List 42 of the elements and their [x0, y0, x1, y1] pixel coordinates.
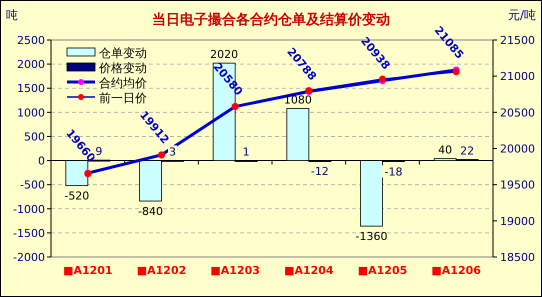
legend-label: 前一日价	[99, 91, 147, 105]
y2-tick-label: 21500	[500, 34, 535, 47]
data-label: -840	[138, 205, 163, 218]
y-tick-label: 1500	[17, 82, 45, 96]
data-label: 22	[460, 144, 474, 158]
data-label: -18	[384, 165, 402, 178]
data-label: -520	[64, 190, 90, 203]
y2-tick-label: 20500	[500, 106, 535, 120]
x-tick-label: ■A1204	[284, 264, 334, 277]
legend-label: 合约均价	[99, 76, 147, 90]
legend-label: 价格变动	[98, 61, 147, 75]
x-tick-label: ■A1205	[358, 264, 408, 277]
data-label: 40	[438, 144, 452, 157]
x-tick-label: ■A1203	[210, 264, 260, 277]
y2-tick-label: 19000	[500, 214, 535, 228]
y2-tick-label: 20000	[500, 142, 535, 156]
x-tick-label: ■A1201	[63, 264, 113, 277]
x-tick-label: ■A1202	[136, 264, 186, 277]
data-label: 3	[169, 145, 176, 158]
data-label: -12	[310, 165, 329, 178]
y-tick-label: 2500	[17, 34, 45, 47]
y2-tick-label: 19500	[500, 178, 535, 192]
y-tick-label: -1500	[13, 226, 45, 240]
y-tick-label: 1000	[17, 106, 45, 120]
data-label: 1080	[284, 93, 312, 106]
y-tick-label: 0	[38, 154, 45, 168]
data-label: -1360	[356, 230, 388, 244]
y-tick-label: 2000	[17, 58, 45, 72]
data-label: 1	[242, 146, 250, 159]
y-axis-title: 吨	[6, 8, 18, 22]
y-tick-label: -1000	[13, 202, 45, 216]
x-tick-label: ■A1206	[431, 264, 482, 277]
data-label: 9	[95, 145, 102, 158]
y2-tick-label: 18500	[500, 251, 535, 264]
y2-axis-title: 元/吨	[508, 8, 536, 22]
legend-label: 仓单变动	[99, 46, 147, 60]
data-label: 2020	[210, 48, 238, 62]
y-tick-label: -2000	[13, 251, 45, 264]
y-tick-label: -500	[20, 178, 45, 192]
y2-tick-label: 21000	[500, 70, 535, 84]
chart-title: 当日电子撮合各合约仓单及结算价变动	[152, 11, 390, 28]
y-tick-label: 500	[24, 130, 45, 144]
